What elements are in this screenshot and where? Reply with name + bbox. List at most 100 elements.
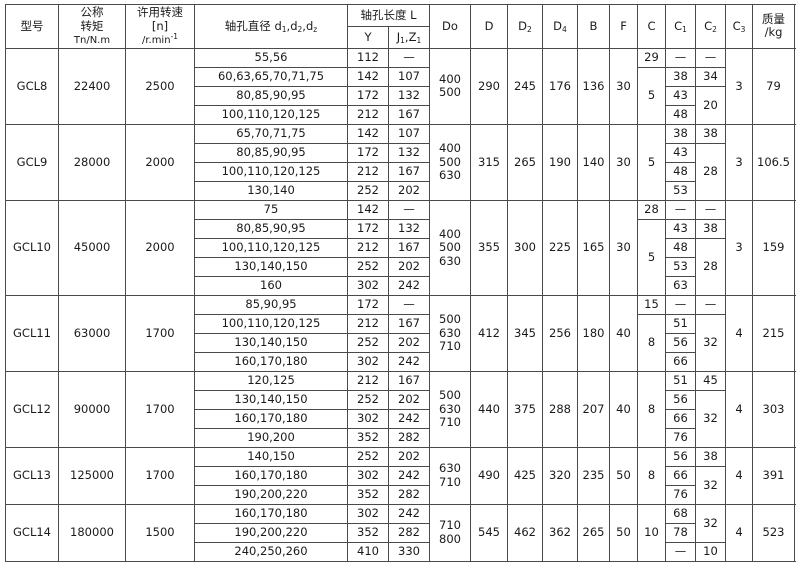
cell-model: GCL8 bbox=[6, 48, 59, 124]
table-header: 型号 公称 转矩 Tn/N.m 许用转速 [n] /r.min-1 轴孔直径 d… bbox=[6, 5, 796, 49]
cell-c: 8 bbox=[638, 447, 666, 504]
cell-d4: 176 bbox=[543, 48, 578, 124]
header-row-main: 型号 公称 转矩 Tn/N.m 许用转速 [n] /r.min-1 轴孔直径 d… bbox=[6, 5, 796, 27]
cell-length-y: 172 bbox=[348, 143, 389, 162]
cell-torque: 90000 bbox=[59, 371, 126, 447]
header-c1-text: C bbox=[674, 19, 682, 33]
cell-c1: 48 bbox=[666, 238, 696, 257]
cell-c2: 38 bbox=[696, 124, 726, 143]
cell-length-y: 352 bbox=[348, 523, 389, 542]
cell-length-y: 252 bbox=[348, 181, 389, 200]
header-c3: C3 bbox=[726, 5, 753, 49]
cell-length-y: 212 bbox=[348, 162, 389, 181]
cell-torque: 28000 bbox=[59, 124, 126, 200]
cell-c1: 38 bbox=[666, 124, 696, 143]
cell-b: 207 bbox=[578, 371, 610, 447]
cell-c1: — bbox=[666, 295, 696, 314]
header-d4-sub: 4 bbox=[562, 25, 567, 34]
cell-c: 29 bbox=[638, 48, 666, 67]
cell-length-jz: 242 bbox=[389, 466, 430, 485]
cell-length-jz: 202 bbox=[389, 181, 430, 200]
cell-c1: 51 bbox=[666, 371, 696, 390]
cell-c3: 4 bbox=[726, 504, 753, 561]
cell-c1: 56 bbox=[666, 447, 696, 466]
cell-length-jz: 202 bbox=[389, 257, 430, 276]
cell-bore-diameter: 130,140 bbox=[195, 181, 348, 200]
cell-length-y: 172 bbox=[348, 219, 389, 238]
cell-length-jz: 242 bbox=[389, 504, 430, 523]
header-speed-exponent: -1 bbox=[171, 32, 178, 41]
header-f: F bbox=[610, 5, 638, 49]
cell-c1: 63 bbox=[666, 276, 696, 295]
cell-b: 136 bbox=[578, 48, 610, 124]
cell-c3: 4 bbox=[726, 447, 753, 504]
header-length-jz: J1,Z1 bbox=[389, 26, 430, 48]
header-mass: 质量/kg bbox=[753, 5, 795, 49]
header-bore-length: 轴孔长度 L bbox=[348, 5, 430, 27]
cell-d: 315 bbox=[471, 124, 508, 200]
cell-length-jz: 167 bbox=[389, 105, 430, 124]
cell-f: 50 bbox=[610, 447, 638, 504]
cell-bore-diameter: 60,63,65,70,71,75 bbox=[195, 67, 348, 86]
cell-length-jz: — bbox=[389, 48, 430, 67]
cell-c1: 53 bbox=[666, 181, 696, 200]
cell-c3: 3 bbox=[726, 48, 753, 124]
cell-c2: 34 bbox=[696, 67, 726, 86]
cell-length-y: 142 bbox=[348, 200, 389, 219]
cell-length-jz: 167 bbox=[389, 371, 430, 390]
cell-c1: 51 bbox=[666, 314, 696, 333]
cell-length-y: 252 bbox=[348, 447, 389, 466]
header-d2-text: D bbox=[518, 19, 527, 33]
cell-length-y: 212 bbox=[348, 238, 389, 257]
cell-speed: 2000 bbox=[126, 124, 195, 200]
header-length-jz-sub2: 1 bbox=[416, 36, 421, 45]
cell-bore-diameter: 140,150 bbox=[195, 447, 348, 466]
cell-mass: 523 bbox=[753, 504, 795, 561]
cell-c2: — bbox=[696, 48, 726, 67]
cell-bore-diameter: 80,85,90,95 bbox=[195, 86, 348, 105]
cell-d2: 300 bbox=[508, 200, 543, 295]
cell-c1: 66 bbox=[666, 466, 696, 485]
cell-c: 8 bbox=[638, 371, 666, 447]
cell-d: 545 bbox=[471, 504, 508, 561]
cell-mass: 106.5 bbox=[753, 124, 795, 200]
cell-speed: 1700 bbox=[126, 371, 195, 447]
cell-d2: 425 bbox=[508, 447, 543, 504]
cell-length-y: 172 bbox=[348, 295, 389, 314]
cell-d4: 225 bbox=[543, 200, 578, 295]
cell-c2: 20 bbox=[696, 86, 726, 124]
cell-length-y: 142 bbox=[348, 124, 389, 143]
cell-length-y: 302 bbox=[348, 409, 389, 428]
cell-c3: 4 bbox=[726, 295, 753, 371]
cell-length-y: 352 bbox=[348, 428, 389, 447]
header-torque: 公称 转矩 Tn/N.m bbox=[59, 5, 126, 49]
cell-length-jz: 282 bbox=[389, 523, 430, 542]
cell-bore-diameter: 130,140,150 bbox=[195, 333, 348, 352]
cell-length-jz: 242 bbox=[389, 409, 430, 428]
cell-bore-diameter: 65,70,71,75 bbox=[195, 124, 348, 143]
cell-torque: 63000 bbox=[59, 295, 126, 371]
cell-length-y: 410 bbox=[348, 542, 389, 561]
cell-d2: 462 bbox=[508, 504, 543, 561]
cell-c1: 78 bbox=[666, 523, 696, 542]
cell-speed: 1500 bbox=[126, 504, 195, 561]
cell-length-y: 252 bbox=[348, 333, 389, 352]
cell-length-jz: 167 bbox=[389, 238, 430, 257]
cell-d: 440 bbox=[471, 371, 508, 447]
cell-c: 15 bbox=[638, 295, 666, 314]
header-c1: C1 bbox=[666, 5, 696, 49]
cell-length-jz: 202 bbox=[389, 333, 430, 352]
cell-mass: 303 bbox=[753, 371, 795, 447]
cell-c2: 32 bbox=[696, 314, 726, 371]
cell-torque: 125000 bbox=[59, 447, 126, 504]
cell-c2: — bbox=[696, 295, 726, 314]
cell-c2: 38 bbox=[696, 447, 726, 466]
cell-c1: 48 bbox=[666, 105, 696, 124]
cell-length-jz: 282 bbox=[389, 428, 430, 447]
cell-model: GCL14 bbox=[6, 504, 59, 561]
cell-bore-diameter: 55,56 bbox=[195, 48, 348, 67]
